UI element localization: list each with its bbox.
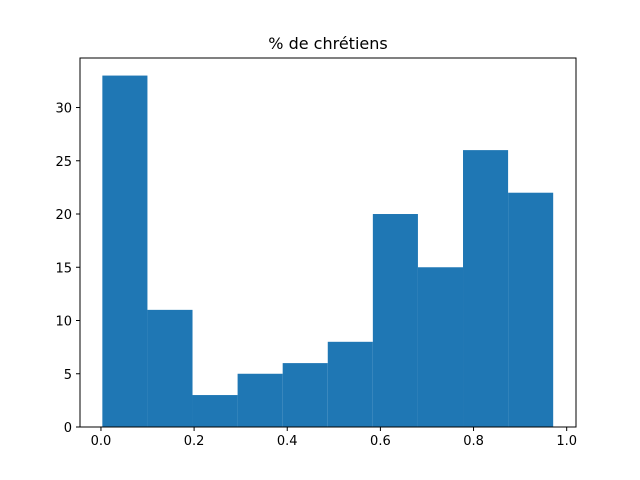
y-tick-label: 25 [55, 155, 72, 170]
x-tick-label: 0.4 [277, 434, 298, 449]
histogram-bar [282, 363, 328, 427]
histogram-bar [237, 373, 283, 427]
y-axis: 0 5 10 15 20 25 30 [55, 102, 80, 436]
histogram-bar [417, 267, 464, 427]
histogram-bar [192, 395, 238, 427]
plot-frame [79, 57, 577, 428]
histogram-bar [463, 150, 509, 427]
y-tick-label: 0 [64, 421, 72, 436]
x-tick-label: 1.0 [556, 434, 577, 449]
y-tick-label: 30 [55, 102, 72, 117]
histogram-bar [372, 214, 418, 427]
y-tick-label: 5 [64, 368, 72, 383]
x-tick-label: 0.0 [91, 434, 112, 449]
bars-group [102, 75, 554, 428]
x-axis: 0.0 0.2 0.4 0.6 0.8 1.0 [91, 427, 577, 449]
chart-title: % de chrétiens [268, 34, 387, 53]
x-tick-label: 0.6 [370, 434, 391, 449]
histogram-bar [102, 75, 148, 428]
histogram-bar [508, 192, 554, 427]
y-tick-label: 15 [55, 261, 72, 276]
x-tick-label: 0.2 [184, 434, 205, 449]
x-tick-label: 0.8 [463, 434, 484, 449]
y-tick-label: 10 [55, 315, 72, 330]
histogram-bar [147, 309, 193, 427]
histogram-bar [327, 341, 373, 427]
y-tick-label: 20 [55, 208, 72, 223]
